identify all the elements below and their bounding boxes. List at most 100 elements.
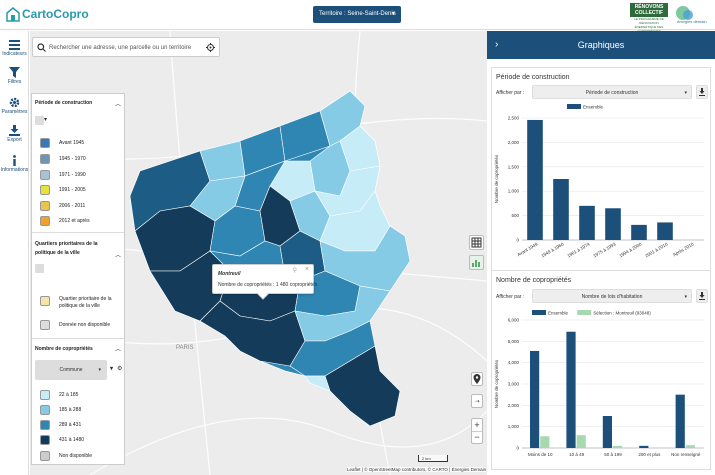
locate-button[interactable] bbox=[471, 372, 483, 386]
bar bbox=[613, 445, 623, 448]
count-select[interactable]: Commune ▾ bbox=[35, 360, 107, 380]
zoom-in-button[interactable]: + bbox=[472, 419, 482, 432]
download-icon bbox=[9, 125, 20, 136]
y-tick-label: 5,000 bbox=[508, 339, 520, 344]
bar bbox=[631, 224, 647, 240]
chevron-down-icon: ▼ bbox=[391, 11, 396, 17]
bar bbox=[540, 436, 550, 448]
y-tick-label: 4,000 bbox=[508, 360, 520, 365]
sidebar-item-label: Export bbox=[7, 137, 22, 143]
chart-view-button[interactable] bbox=[469, 255, 484, 270]
map-popup: Montreuil Nombre de copropriétés : 1 480… bbox=[212, 264, 318, 300]
x-tick-label: Avant 1949 bbox=[516, 241, 539, 257]
x-tick-label: 1949 à 1960 bbox=[540, 241, 565, 258]
lots-select[interactable]: Nombre de lots d'habitation ▾ bbox=[532, 289, 692, 303]
bar bbox=[527, 119, 543, 240]
chart-icon bbox=[472, 260, 480, 267]
gear-icon[interactable]: ⚙ bbox=[117, 366, 123, 372]
download-icon bbox=[699, 88, 705, 96]
show-by-label: Afficher par : bbox=[496, 294, 525, 300]
period-bar-chart: Ensemble 0 500 1,000 1,500 2,000 2,500 Nombre d… bbox=[494, 104, 704, 258]
zoom-out-button[interactable]: − bbox=[474, 432, 480, 442]
choropleth-map: PARIS bbox=[30, 31, 487, 475]
y-tick-label: 500 bbox=[511, 213, 519, 218]
bar bbox=[530, 350, 540, 448]
search-bar[interactable]: Rechercher une adresse, une parcelle ou … bbox=[32, 37, 220, 57]
pin-icon[interactable]: ⚲ bbox=[292, 268, 297, 274]
bar bbox=[602, 416, 612, 448]
map-scale: 2 km bbox=[418, 455, 448, 462]
download-chart-button[interactable] bbox=[696, 289, 708, 303]
legend-qpv-title[interactable]: Quartiers prioritaires de la politique d… bbox=[35, 241, 98, 256]
legend-swatch bbox=[567, 104, 581, 109]
chevron-up-icon[interactable]: ︿ bbox=[114, 347, 121, 353]
filter-icon[interactable]: ▾ bbox=[110, 366, 114, 372]
x-tick-label: 1961 à 1974 bbox=[566, 241, 591, 258]
renovons-collectif-logo: RÉNOVONS COLLECTIF LE PROGRAMME DE RÉNOV… bbox=[630, 3, 668, 33]
legend-period-title[interactable]: Période de construction bbox=[35, 100, 93, 106]
count-bar-chart: Ensemble Sélection : Montreuil (93048) 0 1,… bbox=[494, 310, 704, 457]
bar bbox=[576, 435, 586, 448]
table-view-button[interactable] bbox=[469, 235, 484, 250]
y-tick-label: 2,500 bbox=[508, 116, 520, 121]
y-tick-label: 1,000 bbox=[508, 189, 520, 194]
panel-header: › Graphiques bbox=[487, 31, 715, 59]
legend-swatch bbox=[532, 310, 546, 315]
filter-icon[interactable]: ▾ bbox=[44, 117, 48, 123]
legend-count-title[interactable]: Nombre de copropriétés bbox=[35, 346, 93, 352]
y-axis-label: Nombre de copropriétés bbox=[494, 154, 499, 203]
close-icon[interactable]: × bbox=[304, 266, 309, 273]
download-chart-button[interactable] bbox=[696, 85, 708, 99]
chevron-up-icon[interactable]: ︿ bbox=[114, 102, 121, 108]
y-tick-label: 2,000 bbox=[508, 403, 520, 408]
legend-label: Ensemble bbox=[583, 105, 604, 110]
top-bar: CartoCopro Territoire : Seine-Saint-Deni… bbox=[0, 0, 715, 33]
x-tick-label: 10 à 49 bbox=[569, 452, 585, 457]
energies-demain-logo: énergies demain bbox=[673, 3, 711, 27]
y-tick-label: 2,000 bbox=[508, 140, 520, 145]
gear-icon bbox=[9, 97, 20, 108]
sidebar-item-indicateurs[interactable]: Indicateurs bbox=[0, 39, 29, 57]
download-icon bbox=[699, 292, 705, 300]
chevron-right-icon[interactable]: › bbox=[495, 39, 499, 50]
sidebar-item-label: Paramètres bbox=[1, 109, 28, 115]
x-tick-label: 2001 à 2010 bbox=[644, 241, 669, 258]
charts-panel: › Graphiques Période de construction Aff… bbox=[487, 31, 715, 475]
x-tick-label: 50 à 199 bbox=[604, 452, 622, 457]
expand-button[interactable]: ⇢ bbox=[471, 394, 483, 408]
bar bbox=[566, 331, 576, 448]
bar bbox=[553, 179, 569, 240]
territory-label: Territoire : Seine-Saint-Denis bbox=[319, 11, 396, 17]
bar bbox=[639, 445, 649, 448]
territory-select[interactable]: Territoire : Seine-Saint-Denis ▼ bbox=[313, 6, 401, 23]
sidebar-item-label: Indicateurs bbox=[2, 51, 27, 57]
chevron-up-icon[interactable]: ︿ bbox=[114, 253, 121, 259]
panel-title: Graphiques bbox=[577, 40, 625, 50]
app-logo[interactable]: CartoCopro bbox=[22, 7, 89, 21]
sidebar-item-export[interactable]: Export bbox=[0, 125, 29, 143]
x-tick-label: 1975 à 1993 bbox=[592, 241, 617, 258]
y-tick-label: 0 bbox=[516, 446, 519, 451]
map-attribution[interactable]: Leaflet | © OpenStreetMap contributors, … bbox=[347, 467, 487, 472]
sidebar-item-filtres[interactable]: Filtres bbox=[0, 67, 29, 85]
zoom-control: + − bbox=[471, 418, 483, 444]
search-input[interactable]: Rechercher une adresse, une parcelle ou … bbox=[49, 45, 192, 51]
chart-card-count: Nombre de copropriétés Afficher par : No… bbox=[491, 270, 711, 470]
info-icon bbox=[13, 155, 16, 166]
popup-value: Nombre de copropriétés : 1 480 coproprié… bbox=[218, 282, 318, 288]
sidebar-item-informations[interactable]: Informations bbox=[0, 155, 29, 173]
x-tick-label: 200 et plus bbox=[638, 452, 661, 457]
filter-icon bbox=[9, 67, 20, 78]
locate-target-icon[interactable] bbox=[206, 43, 215, 52]
list-icon bbox=[9, 40, 20, 50]
sidebar-item-parametres[interactable]: Paramètres bbox=[0, 97, 29, 115]
settings-toggle-icon[interactable] bbox=[35, 264, 44, 273]
period-select[interactable]: Période de construction ▾ bbox=[532, 85, 692, 99]
y-tick-label: 0 bbox=[516, 238, 519, 243]
legend-label: Ensemble bbox=[548, 311, 569, 316]
table-icon bbox=[471, 237, 482, 248]
legend-label: Sélection : Montreuil (93048) bbox=[593, 311, 651, 316]
x-tick-label: Non renseigné bbox=[671, 452, 701, 457]
settings-toggle-icon[interactable] bbox=[35, 116, 44, 125]
y-tick-label: 6,000 bbox=[508, 318, 520, 323]
